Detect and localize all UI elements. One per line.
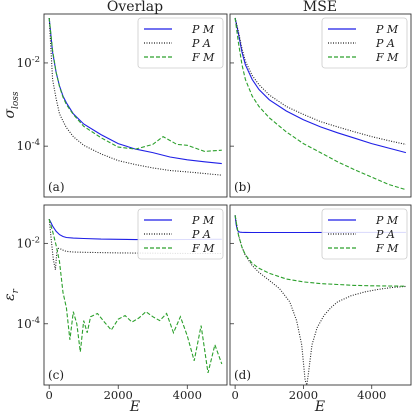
legend: P MP AF M [137, 17, 224, 69]
legend-label-fm: F M [191, 242, 215, 255]
series-line-fm [234, 215, 406, 287]
y-axis-label-epsilon-r: εr [2, 288, 21, 301]
legend: P MP AF M [321, 208, 408, 260]
y-axis-label-sigma-loss: σloss [2, 91, 21, 118]
series-line-pa [48, 219, 222, 270]
panel-a: 10-2 10-4 (a) P MP AF M [16, 13, 228, 198]
y-tick-label: 10-2 [16, 235, 40, 250]
plot-frame [43, 204, 228, 386]
series-line-fm [48, 219, 223, 374]
panel-label: (c) [48, 368, 64, 382]
legend-label-pa: P A [375, 228, 395, 241]
x-axis-label-left: E [129, 399, 140, 415]
y-tick-label: 10-2 [16, 55, 40, 70]
legend-label-pm: P M [375, 214, 399, 227]
series-line-pm [234, 17, 407, 154]
column-title-mse: MSE [303, 0, 337, 15]
legend: P MP AF M [321, 17, 408, 69]
legend-label-fm: F M [191, 51, 215, 64]
legend-label-fm: F M [375, 242, 399, 255]
legend-label-pa: P A [191, 37, 211, 50]
x-axis-label-right: E [314, 399, 325, 415]
legend-label-fm: F M [375, 51, 399, 64]
x-tick-label: 4000 [357, 388, 386, 402]
legend-label-pm: P M [375, 23, 399, 36]
x-tick-label: 2000 [104, 388, 133, 402]
y-tick-label: 10-4 [16, 138, 40, 153]
x-tick-label: 4000 [173, 388, 202, 402]
legend-label-pa: P A [191, 228, 211, 241]
panel-c: 10-2 10-4 0 2000 4000 (c) P MP AF M [16, 204, 228, 402]
series-line-pa [234, 215, 406, 385]
plot-frame [229, 13, 412, 198]
x-tick-label: 2000 [289, 388, 318, 402]
panel-label: (b) [234, 180, 251, 194]
plot-frame [43, 13, 228, 198]
legend-label-pa: P A [375, 37, 395, 50]
plot-frame [229, 204, 412, 386]
column-title-overlap: Overlap [107, 0, 163, 15]
legend-label-pm: P M [191, 214, 215, 227]
legend-label-pm: P M [191, 23, 215, 36]
panel-d: 0 2000 4000 (d) P MP AF M [229, 204, 412, 402]
panel-label: (a) [48, 180, 65, 194]
x-tick-label: 0 [231, 388, 238, 402]
panel-label: (d) [234, 368, 251, 382]
panel-b: (b) P MP AF M [229, 13, 412, 198]
series-line-pa [234, 17, 407, 145]
x-tick-label: 0 [46, 388, 53, 402]
legend: P MP AF M [137, 208, 224, 260]
y-tick-label: 10-4 [16, 316, 40, 331]
series-line-fm [48, 17, 222, 152]
